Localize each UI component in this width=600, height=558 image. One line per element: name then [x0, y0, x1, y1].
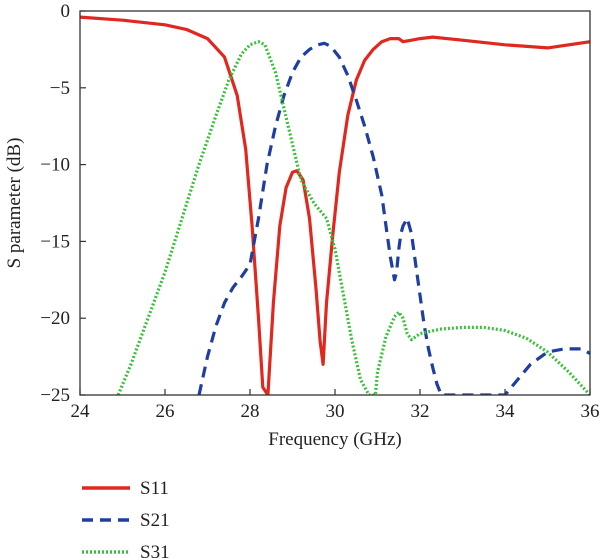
y-tick-label: −15 [40, 231, 70, 252]
x-tick-label: 26 [156, 401, 175, 422]
x-tick-label: 28 [241, 401, 260, 422]
legend-label: S21 [140, 510, 170, 531]
y-tick-label: 0 [61, 1, 71, 22]
legend: S11 S21 S31 [82, 478, 170, 558]
series-layer [80, 15, 590, 395]
x-tick-label: 32 [411, 401, 430, 422]
y-tick-label: −10 [40, 155, 70, 176]
y-axis-ticks: 0 −5 −10 −15 −20 −25 [40, 1, 86, 406]
x-axis-ticks: 24 26 28 30 32 34 36 [71, 389, 600, 422]
y-tick-label: −25 [40, 385, 70, 406]
y-axis-title: S parameter (dB) [4, 138, 25, 269]
series-line-s31 [116, 40, 590, 395]
x-axis-title: Frequency (GHz) [268, 429, 401, 450]
y-tick-label: −5 [50, 78, 70, 99]
legend-label: S11 [140, 478, 169, 499]
x-tick-label: 36 [581, 401, 600, 422]
legend-item-s11: S11 [82, 478, 169, 499]
y-tick-label: −20 [40, 308, 70, 329]
legend-label: S31 [140, 542, 170, 558]
series-line-s11 [80, 15, 590, 395]
legend-item-s31: S31 [82, 542, 170, 558]
x-tick-label: 30 [326, 401, 345, 422]
series-line-s21 [197, 41, 590, 395]
legend-item-s21: S21 [82, 510, 170, 531]
x-tick-label: 34 [496, 401, 516, 422]
x-tick-label: 24 [71, 401, 91, 422]
